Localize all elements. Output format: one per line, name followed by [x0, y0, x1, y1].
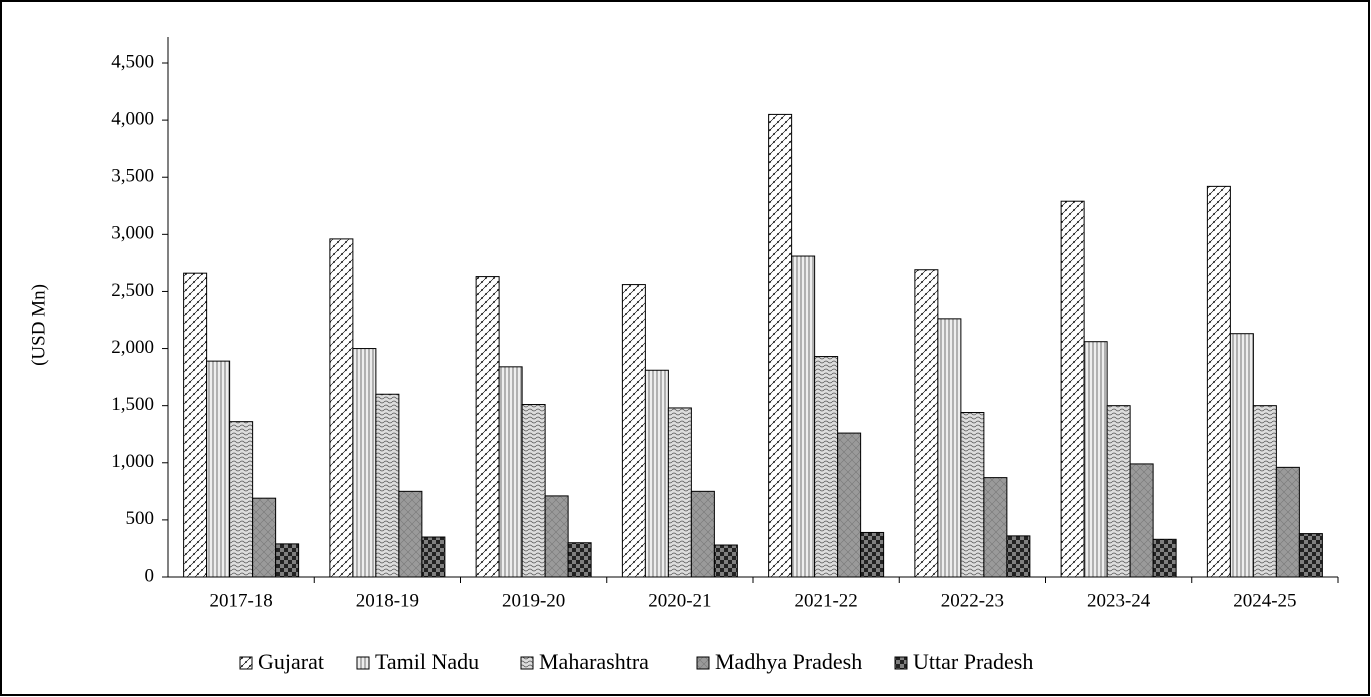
- bar: [791, 255, 816, 578]
- bar: [768, 113, 793, 578]
- y-tick-label: 0: [145, 565, 155, 586]
- bar: [1298, 533, 1323, 578]
- bar: [1252, 405, 1277, 578]
- legend-swatch: [356, 656, 370, 670]
- bar: [621, 284, 646, 578]
- bar: [1006, 535, 1031, 578]
- legend-swatch: [239, 656, 253, 670]
- bar: [398, 490, 423, 578]
- y-tick-label: 500: [126, 508, 155, 529]
- y-tick-label: 4,500: [111, 51, 154, 72]
- legend-swatch: [520, 656, 534, 670]
- y-tick-label: 2,000: [111, 337, 154, 358]
- x-tick-label: 2020-21: [648, 590, 711, 611]
- bar: [1229, 333, 1254, 578]
- bar: [475, 276, 500, 578]
- bar: [352, 348, 377, 578]
- bar: [1152, 538, 1177, 578]
- bar: [1129, 463, 1154, 578]
- bar: [960, 412, 985, 578]
- legend-label: Madhya Pradesh: [715, 649, 862, 674]
- x-tick-label: 2018-19: [356, 590, 419, 611]
- bar: [644, 369, 669, 578]
- bar: [229, 421, 254, 578]
- y-tick-label: 1,500: [111, 394, 154, 415]
- y-tick-label: 4,000: [111, 108, 154, 129]
- bar: [1083, 341, 1108, 578]
- bar: [1206, 185, 1231, 578]
- y-axis-label: (USD Mn): [28, 284, 49, 366]
- bar: [983, 477, 1008, 578]
- bar: [252, 497, 277, 578]
- bar: [421, 536, 446, 578]
- bar: [375, 393, 400, 578]
- legend-swatch: [894, 656, 908, 670]
- y-tick-label: 3,500: [111, 166, 154, 187]
- x-tick-label: 2021-22: [794, 590, 857, 611]
- bar: [275, 543, 300, 578]
- bar: [667, 407, 692, 578]
- legend-label: Uttar Pradesh: [913, 649, 1033, 674]
- bar: [1060, 200, 1085, 578]
- y-tick-label: 1,000: [111, 451, 154, 472]
- bar: [1275, 466, 1300, 578]
- bar: [814, 356, 839, 578]
- bar: [567, 542, 592, 578]
- bar: [690, 490, 715, 578]
- x-tick-label: 2022-23: [941, 590, 1004, 611]
- bar: [544, 495, 569, 578]
- bar: [860, 531, 885, 578]
- x-tick-label: 2024-25: [1233, 590, 1296, 611]
- bar: [713, 544, 738, 578]
- bar: [1106, 405, 1131, 578]
- bar: [914, 269, 939, 578]
- bar: [329, 238, 354, 578]
- bar: [498, 366, 523, 578]
- legend-swatch: [696, 656, 710, 670]
- bar: [521, 404, 546, 578]
- x-tick-label: 2017-18: [209, 590, 272, 611]
- x-tick-label: 2023-24: [1087, 590, 1151, 611]
- legend-label: Maharashtra: [539, 649, 649, 674]
- x-tick-label: 2019-20: [502, 590, 565, 611]
- bar: [837, 432, 862, 578]
- bar: [937, 318, 962, 578]
- y-tick-label: 2,500: [111, 280, 154, 301]
- y-tick-label: 3,000: [111, 223, 154, 244]
- bar: [206, 360, 231, 578]
- legend-label: Gujarat: [258, 649, 324, 674]
- bar: [183, 272, 208, 578]
- legend-label: Tamil Nadu: [375, 649, 479, 674]
